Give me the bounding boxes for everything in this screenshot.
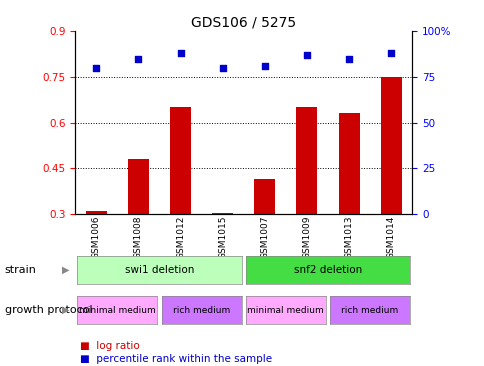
Point	[218, 65, 226, 71]
Text: snf2 deletion: snf2 deletion	[293, 265, 362, 275]
Point	[345, 56, 352, 61]
Text: swi1 deletion: swi1 deletion	[124, 265, 194, 275]
Bar	[169, 107, 191, 306]
Text: ▶: ▶	[61, 305, 69, 315]
Text: ■  percentile rank within the sample: ■ percentile rank within the sample	[80, 354, 272, 365]
Point	[302, 52, 310, 58]
Bar	[86, 211, 106, 306]
Point	[134, 56, 142, 61]
Text: ▶: ▶	[61, 265, 69, 275]
Point	[387, 50, 394, 56]
Text: ■  log ratio: ■ log ratio	[80, 341, 139, 351]
Bar	[212, 213, 233, 306]
Bar	[296, 107, 317, 306]
Bar	[254, 179, 275, 306]
Text: strain: strain	[5, 265, 37, 275]
Text: minimal medium: minimal medium	[79, 306, 155, 315]
Text: rich medium: rich medium	[341, 306, 398, 315]
Text: growth protocol: growth protocol	[5, 305, 92, 315]
Bar	[128, 159, 149, 306]
Point	[92, 65, 100, 71]
Text: minimal medium: minimal medium	[247, 306, 323, 315]
Bar	[380, 77, 401, 306]
Text: rich medium: rich medium	[173, 306, 230, 315]
Bar	[338, 113, 359, 306]
Point	[176, 50, 184, 56]
Title: GDS106 / 5275: GDS106 / 5275	[191, 16, 296, 30]
Point	[260, 63, 268, 69]
